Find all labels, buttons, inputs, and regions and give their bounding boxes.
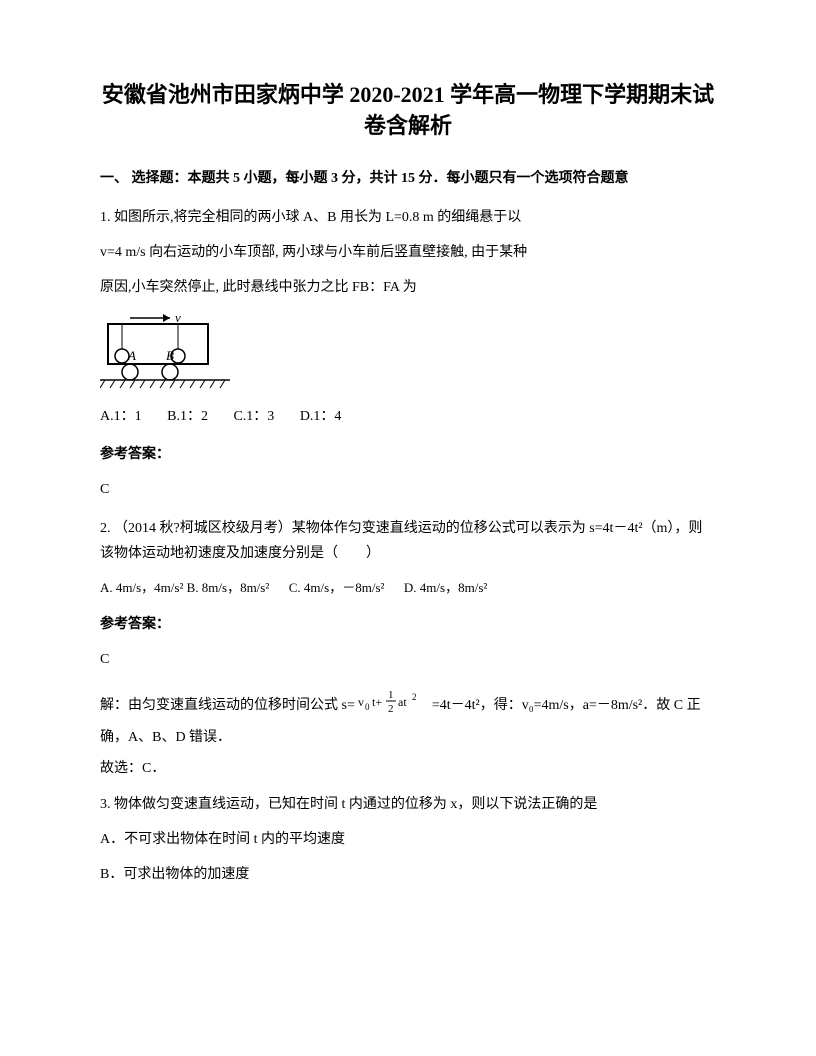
q1-option-a: A.1：1 — [100, 404, 142, 429]
a-label: A — [127, 348, 136, 363]
q3-option-b: B．可求出物体的加速度 — [100, 862, 716, 887]
q2-answer: C — [100, 647, 716, 672]
svg-text:t+: t+ — [372, 695, 382, 709]
q1-option-c: C.1：3 — [233, 404, 274, 429]
q2-answer-label: 参考答案： — [100, 612, 716, 637]
q2-options: A. 4m/s，4m/s² B. 8m/s，8m/s² C. 4m/s，－8m/… — [100, 576, 716, 599]
q2-solution-prefix: 解：由匀变速直线运动的位移时间公式 s= — [100, 698, 355, 713]
svg-text:0: 0 — [365, 702, 370, 712]
q1-answer: C — [100, 477, 716, 502]
q1-diagram: v A B — [100, 310, 716, 390]
q1-option-b: B.1：2 — [167, 404, 208, 429]
svg-text:at: at — [398, 695, 407, 709]
svg-text:2: 2 — [412, 692, 417, 702]
q2-option-a: A. 4m/s，4m/s² — [100, 580, 183, 595]
q2-solution-end: 故选：C． — [100, 756, 716, 781]
question-2: 2. （2014 秋?柯城区校级月考）某物体作匀变速直线运动的位移公式可以表示为… — [100, 516, 716, 782]
b-label: B — [166, 348, 174, 363]
q2-option-b: B. 8m/s，8m/s² — [187, 580, 270, 595]
svg-text:v: v — [358, 695, 364, 709]
q1-options: A.1：1 B.1：2 C.1：3 D.1：4 — [100, 404, 716, 429]
q3-option-a: A．不可求出物体在时间 t 内的平均速度 — [100, 827, 716, 852]
q1-line1: 1. 如图所示,将完全相同的两小球 A、B 用长为 L=0.8 m 的细绳悬于以 — [100, 205, 716, 230]
section-header: 一、 选择题：本题共 5 小题，每小题 3 分，共计 15 分．每小题只有一个选… — [100, 166, 716, 191]
q2-solution: 解：由匀变速直线运动的位移时间公式 s= v 0 t+ 1 2 at 2 =4t… — [100, 686, 716, 750]
q3-text: 3. 物体做匀变速直线运动，已知在时间 t 内通过的位移为 x，则以下说法正确的… — [100, 792, 716, 817]
question-1: 1. 如图所示,将完全相同的两小球 A、B 用长为 L=0.8 m 的细绳悬于以… — [100, 205, 716, 502]
q2-text: 2. （2014 秋?柯城区校级月考）某物体作匀变速直线运动的位移公式可以表示为… — [100, 516, 716, 566]
q2-option-d: D. 4m/s，8m/s² — [404, 580, 487, 595]
q2-option-c: C. 4m/s，－8m/s² — [289, 580, 385, 595]
question-3: 3. 物体做匀变速直线运动，已知在时间 t 内通过的位移为 x，则以下说法正确的… — [100, 792, 716, 888]
q1-line3: 原因,小车突然停止, 此时悬线中张力之比 FB：FA 为 — [100, 275, 716, 300]
v-label: v — [175, 310, 181, 325]
svg-text:2: 2 — [388, 703, 394, 715]
q1-line2: v=4 m/s 向右运动的小车顶部, 两小球与小车前后竖直壁接触, 由于某种 — [100, 240, 716, 265]
q2-formula: v 0 t+ 1 2 at 2 — [358, 686, 428, 725]
q1-answer-label: 参考答案： — [100, 442, 716, 467]
svg-text:1: 1 — [388, 689, 394, 701]
q1-option-d: D.1：4 — [300, 404, 342, 429]
page-title: 安徽省池州市田家炳中学 2020-2021 学年高一物理下学期期末试卷含解析 — [100, 80, 716, 142]
